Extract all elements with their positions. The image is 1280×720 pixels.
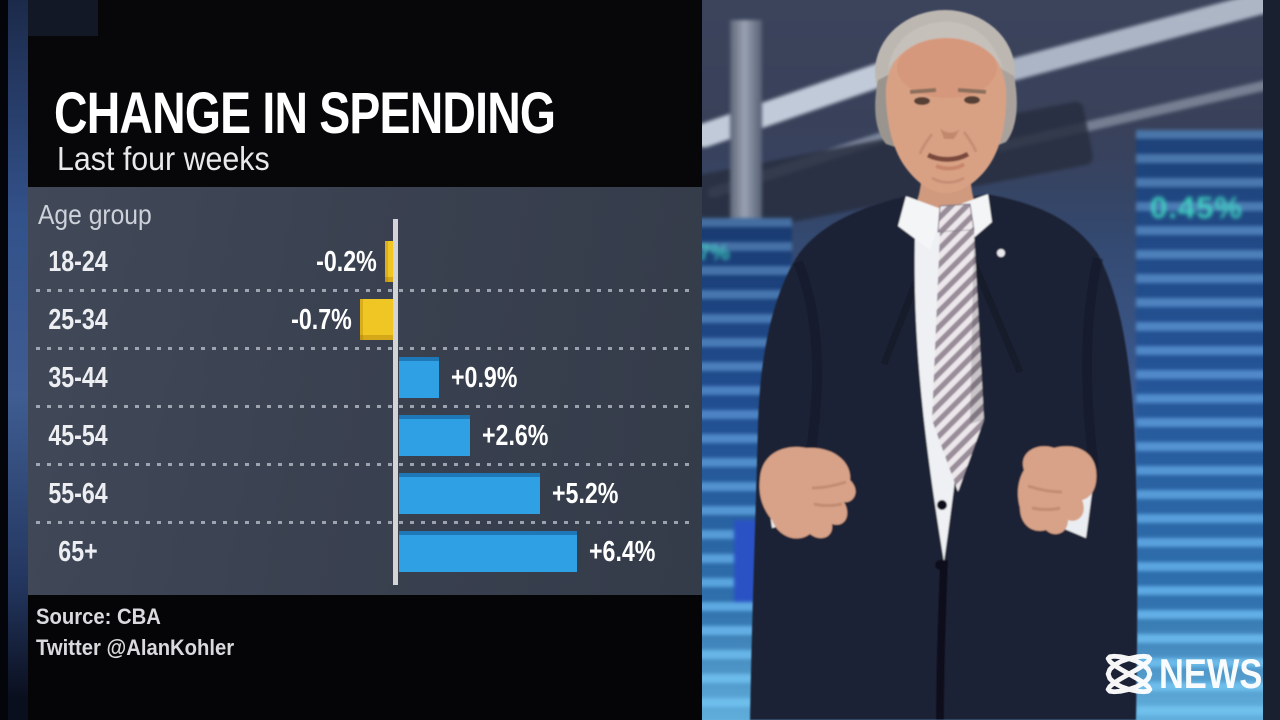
spending-bar	[399, 473, 540, 514]
value-label: +2.6%	[482, 420, 549, 452]
screen-percentage-right: 0.45%	[1150, 190, 1243, 225]
value-label: -0.2%	[316, 246, 377, 278]
graphic-footer: Source: CBA Twitter @AlanKohler	[28, 595, 702, 720]
spending-bar	[360, 299, 393, 340]
spending-bar	[399, 357, 439, 398]
age-category-label: 18-24	[48, 246, 108, 278]
left-blue-edge-strip	[8, 0, 28, 720]
chart-row-35-44: 35-44 +0.9%	[28, 347, 702, 407]
spending-bar	[399, 531, 577, 572]
age-category-label: 35-44	[48, 362, 108, 394]
age-category-label: 45-54	[48, 420, 108, 452]
graphic-subtitle: Last four weeks	[57, 140, 270, 177]
zero-axis-line	[393, 219, 398, 585]
right-edge-bar	[1263, 0, 1280, 720]
graphic-top-notch	[28, 0, 98, 36]
chart-panel: Age group 18-24 -0.2% 25-34 -0.7% 35-44 +0.9%…	[28, 187, 702, 595]
left-black-edge	[0, 0, 8, 720]
news-wordmark: NEWS	[1159, 650, 1263, 697]
chart-row-25-34: 25-34 -0.7%	[28, 289, 702, 349]
chart-row-45-54: 45-54 +2.6%	[28, 405, 702, 465]
age-category-label: 25-34	[48, 304, 108, 336]
screen-percentage-left: 7%	[702, 240, 730, 265]
age-category-label: 65+	[58, 536, 98, 568]
news-presenter	[750, 10, 1138, 720]
value-label: +5.2%	[552, 478, 619, 510]
chart-rows: 18-24 -0.2% 25-34 -0.7% 35-44 +0.9% 45-54 +2.6%…	[28, 233, 702, 581]
value-label: +0.9%	[451, 362, 518, 394]
value-label: +6.4%	[589, 536, 656, 568]
chart-row-65+: 65+ +6.4%	[28, 521, 702, 581]
age-category-label: 55-64	[48, 478, 108, 510]
source-label: Source: CBA	[36, 604, 161, 629]
abc-news-watermark: NEWS	[1104, 650, 1280, 698]
spending-bar	[385, 241, 393, 282]
abc-lissajous-logo-icon	[1105, 653, 1153, 695]
graphic-title: CHANGE IN SPENDING	[54, 81, 556, 146]
tv-graphic-panel: CHANGE IN SPENDING Last four weeks Age g…	[28, 0, 702, 720]
age-group-axis-label: Age group	[38, 199, 152, 230]
spending-bar	[399, 415, 470, 456]
news-studio-video: 7% 0.45%	[702, 0, 1280, 720]
twitter-handle-label: Twitter @AlanKohler	[36, 635, 235, 660]
chart-row-18-24: 18-24 -0.2%	[28, 233, 702, 291]
chart-row-55-64: 55-64 +5.2%	[28, 463, 702, 523]
value-label: -0.7%	[291, 304, 352, 336]
